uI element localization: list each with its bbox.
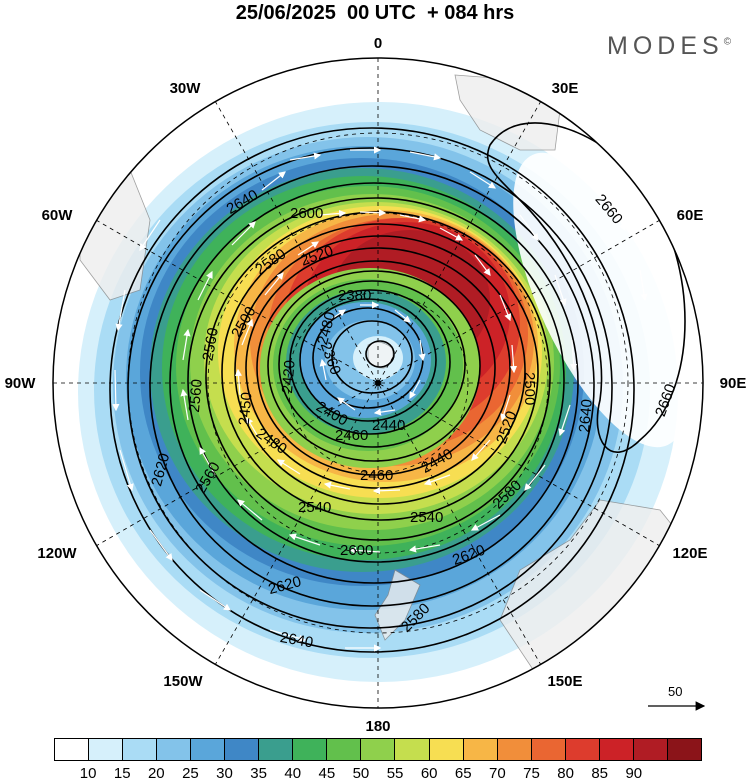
colorbar-tick-label: 65 xyxy=(454,765,472,782)
lon-label-150e: 150E xyxy=(547,673,582,690)
colorbar-swatch xyxy=(361,739,396,760)
colorbar-swatch xyxy=(327,739,362,760)
contour-label: 2460 xyxy=(335,427,368,444)
colorbar-swatch xyxy=(497,739,532,760)
colorbar-tick-label: 50 xyxy=(352,765,370,782)
reference-vector-value: 50 xyxy=(668,684,683,699)
lon-label-60e: 60E xyxy=(677,207,704,224)
colorbar-swatch xyxy=(599,739,634,760)
colorbar-swatch xyxy=(429,739,464,760)
colorbar-tick-label: 80 xyxy=(557,765,574,782)
colorbar-swatch xyxy=(463,739,498,760)
colorbar-tick-label: 10 xyxy=(79,765,97,782)
contour-label: 2560 xyxy=(186,378,206,413)
lon-label-150w: 150W xyxy=(163,673,203,690)
lon-label-60w: 60W xyxy=(42,207,74,224)
lon-label-90w: 90W xyxy=(5,375,37,392)
colorbar-swatch xyxy=(531,739,566,760)
lon-label-30e: 30E xyxy=(552,80,579,97)
colorbar-tick-label: 45 xyxy=(318,765,336,782)
contour-label: 2640 xyxy=(576,398,596,433)
colorbar-tick-label: 30 xyxy=(216,765,233,782)
colorbar-swatch xyxy=(259,739,294,760)
lon-label-120w: 120W xyxy=(37,545,77,562)
contour-label: 2600 xyxy=(290,205,323,222)
contour-label: 2500 xyxy=(521,372,538,405)
contour-label: 2600 xyxy=(340,542,373,559)
colorbar-tick-label: 35 xyxy=(250,765,267,782)
colorbar-swatch xyxy=(225,739,260,760)
lon-label-30w: 30W xyxy=(170,80,202,97)
map-title: 25/06/2025 00 UTC + 084 hrs xyxy=(235,2,515,24)
polar-map: 2640 2600 2580 2560 2520 2500 2460 2440 … xyxy=(5,35,747,735)
lon-label-120e: 120E xyxy=(672,545,707,562)
colorbar-tick-label: 40 xyxy=(284,765,302,782)
colorbar-tick-label: 85 xyxy=(591,765,609,782)
colorbar-tick-label: 90 xyxy=(625,765,643,782)
contour-label: 2640 xyxy=(279,629,315,652)
colorbar-swatch xyxy=(89,739,124,760)
colorbar-swatch xyxy=(565,739,600,760)
colorbar-tick-label: 20 xyxy=(147,765,165,782)
colorbar-tick-label: 15 xyxy=(113,765,131,782)
colorbar-swatch xyxy=(395,739,430,760)
map-boundary xyxy=(52,57,704,709)
colorbar-swatch xyxy=(293,739,328,760)
contour-label: 2440 xyxy=(372,417,405,434)
lon-label-180: 180 xyxy=(365,718,390,735)
contour-label: 2540 xyxy=(298,499,331,516)
colorbar-tick-label: 75 xyxy=(523,765,540,782)
contour-label: 2450 xyxy=(236,391,256,426)
colorbar-swatch xyxy=(667,739,701,760)
brand-logo: MODES© xyxy=(607,32,732,60)
reference-arrow-icon xyxy=(648,701,706,711)
colorbar-swatch xyxy=(157,739,192,760)
colorbar-swatch xyxy=(123,739,158,760)
colorbar-swatch xyxy=(633,739,668,760)
colorbar-tick-label: 25 xyxy=(182,765,199,782)
wind-vectors xyxy=(112,88,648,652)
pole-marker xyxy=(375,380,381,386)
reference-vector: 50 xyxy=(646,684,708,724)
colorbar-tick-label: 70 xyxy=(489,765,506,782)
colorbar xyxy=(54,738,702,761)
contour-label: 2560 xyxy=(199,326,222,362)
contour-label: 2420 xyxy=(279,359,299,394)
contour-label: 2540 xyxy=(410,509,443,526)
lon-label-0: 0 xyxy=(374,35,382,52)
contour-label: 2460 xyxy=(360,467,393,484)
colorbar-tick-label: 55 xyxy=(386,765,404,782)
colorbar-tick-label: 60 xyxy=(420,765,438,782)
lon-label-90e: 90E xyxy=(720,375,747,392)
colorbar-swatch xyxy=(55,739,90,760)
colorbar-swatch xyxy=(191,739,226,760)
contour-label: 2380 xyxy=(338,287,371,304)
